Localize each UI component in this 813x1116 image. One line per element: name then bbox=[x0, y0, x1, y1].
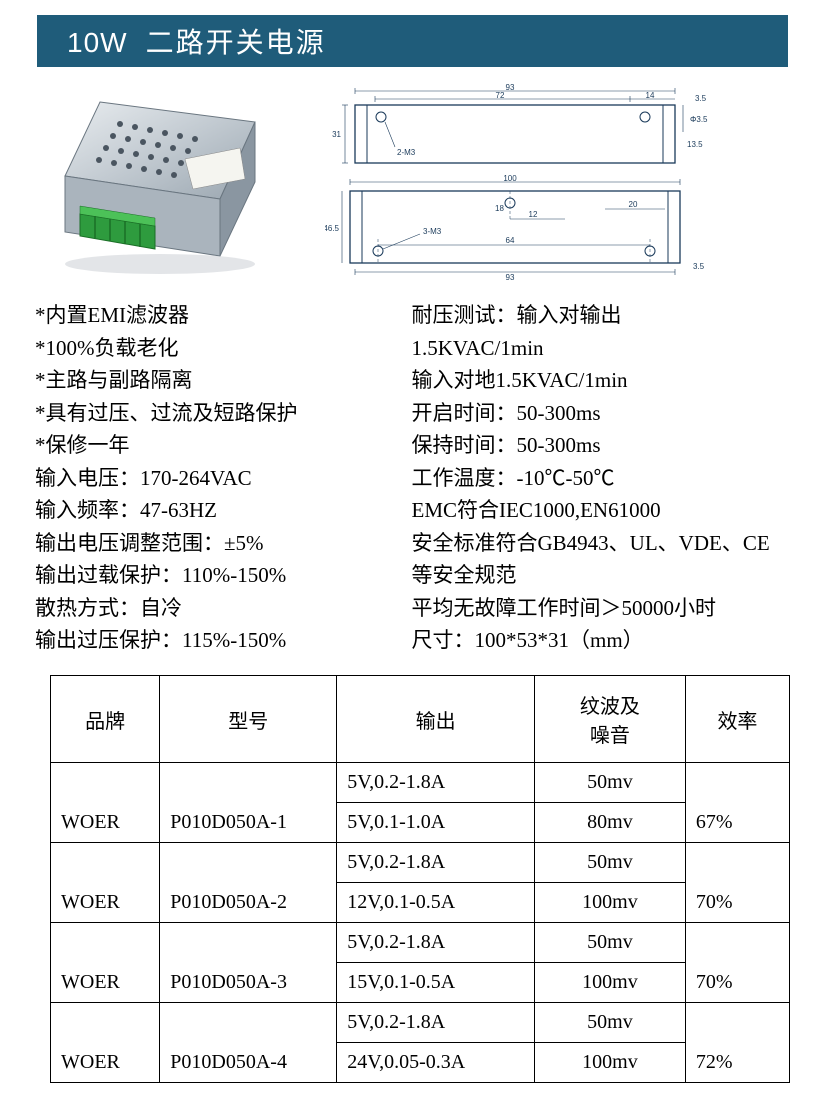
cell-model: P010D050A-3 bbox=[160, 923, 337, 1003]
cell-efficiency: 70% bbox=[685, 843, 789, 923]
dim-bot-outer-w2: 93 bbox=[506, 273, 515, 282]
table-col-header: 输出 bbox=[337, 676, 535, 763]
cell-output: 5V,0.2-1.8A bbox=[337, 1003, 535, 1043]
table-col-header: 效率 bbox=[685, 676, 789, 763]
cell-output: 5V,0.2-1.8A bbox=[337, 763, 535, 803]
specs-right-column: 耐压测试：输入对输出1.5KVAC/1min输入对地1.5KVAC/1min开启… bbox=[412, 299, 789, 657]
spec-line: 尺寸：100*53*31（mm） bbox=[412, 624, 789, 657]
spec-line: 输出电压调整范围：±5% bbox=[35, 527, 412, 560]
table-row: WOERP010D050A-25V,0.2-1.8A50mv70% bbox=[51, 843, 790, 883]
spec-line: 输入频率：47-63HZ bbox=[35, 494, 412, 527]
spec-line: *保修一年 bbox=[35, 429, 412, 462]
cell-ripple: 80mv bbox=[534, 803, 685, 843]
dim-top-right-gap: 14 bbox=[646, 91, 655, 100]
table-row: WOERP010D050A-45V,0.2-1.8A50mv72% bbox=[51, 1003, 790, 1043]
cell-ripple: 100mv bbox=[534, 883, 685, 923]
dim-bot-thick: 3.5 bbox=[693, 262, 705, 271]
spec-table: 品牌型号输出纹波及噪音效率 WOERP010D050A-15V,0.2-1.8A… bbox=[50, 675, 790, 1083]
spec-line: 工作温度：-10℃-50℃ bbox=[412, 462, 789, 495]
image-row: 93 72 14 3.5 2-M3 bbox=[35, 79, 778, 284]
table-col-header: 纹波及噪音 bbox=[534, 676, 685, 763]
cell-efficiency: 70% bbox=[685, 923, 789, 1003]
dim-bot-screw-span: 64 bbox=[506, 236, 515, 245]
dim-top-side: 13.5 bbox=[687, 140, 703, 149]
dim-bot-right-seg: 20 bbox=[629, 200, 638, 209]
cell-ripple: 50mv bbox=[534, 923, 685, 963]
spec-line: *100%负载老化 bbox=[35, 332, 412, 365]
spec-line: 安全标准符合GB4943、UL、VDE、CE bbox=[412, 527, 789, 560]
title-bar: 10W 二路开关电源 bbox=[37, 15, 788, 67]
dim-top-inner-w: 72 bbox=[496, 91, 505, 100]
specs-left-column: *内置EMI滤波器*100%负载老化*主路与副路隔离*具有过压、过流及短路保护*… bbox=[35, 299, 412, 657]
cell-efficiency: 67% bbox=[685, 763, 789, 843]
dim-top-thick: 3.5 bbox=[695, 94, 707, 103]
table-col-header: 型号 bbox=[160, 676, 337, 763]
cell-output: 12V,0.1-0.5A bbox=[337, 883, 535, 923]
spec-line: 输出过压保护：115%-150% bbox=[35, 624, 412, 657]
cell-ripple: 100mv bbox=[534, 1043, 685, 1083]
cell-model: P010D050A-1 bbox=[160, 763, 337, 843]
spec-line: 耐压测试：输入对输出 bbox=[412, 299, 789, 332]
cell-brand: WOER bbox=[51, 1003, 160, 1083]
spec-line: 等安全规范 bbox=[412, 559, 789, 592]
dim-bot-inner: 12 bbox=[529, 210, 538, 219]
spec-line: 输出过载保护：110%-150% bbox=[35, 559, 412, 592]
dim-top-hole-label: 2-M3 bbox=[397, 148, 416, 157]
spec-line: 平均无故障工作时间＞50000小时 bbox=[412, 592, 789, 625]
dim-top-height: 31 bbox=[332, 130, 341, 139]
dim-bot-height: 46.5 bbox=[325, 224, 340, 233]
cell-output: 5V,0.2-1.8A bbox=[337, 843, 535, 883]
table-col-header: 品牌 bbox=[51, 676, 160, 763]
spec-line: *内置EMI滤波器 bbox=[35, 299, 412, 332]
dim-bot-hole-label: 3-M3 bbox=[423, 227, 442, 236]
cell-output: 5V,0.2-1.8A bbox=[337, 923, 535, 963]
cell-output: 15V,0.1-0.5A bbox=[337, 963, 535, 1003]
specs-row: *内置EMI滤波器*100%负载老化*主路与副路隔离*具有过压、过流及短路保护*… bbox=[35, 299, 788, 657]
spec-line: 开启时间：50-300ms bbox=[412, 397, 789, 430]
spec-line: *主路与副路隔离 bbox=[35, 364, 412, 397]
cell-efficiency: 72% bbox=[685, 1003, 789, 1083]
cell-brand: WOER bbox=[51, 763, 160, 843]
spec-line: *具有过压、过流及短路保护 bbox=[35, 397, 412, 430]
dim-bot-mid: 18 bbox=[495, 204, 504, 213]
spec-line: 保持时间：50-300ms bbox=[412, 429, 789, 462]
cell-output: 24V,0.05-0.3A bbox=[337, 1043, 535, 1083]
table-row: WOERP010D050A-35V,0.2-1.8A50mv70% bbox=[51, 923, 790, 963]
table-header-row: 品牌型号输出纹波及噪音效率 bbox=[51, 676, 790, 763]
cell-ripple: 50mv bbox=[534, 843, 685, 883]
dim-top-hole-dia: Φ3.5 bbox=[690, 115, 708, 124]
cell-ripple: 100mv bbox=[534, 963, 685, 1003]
cell-ripple: 50mv bbox=[534, 1003, 685, 1043]
cell-model: P010D050A-4 bbox=[160, 1003, 337, 1083]
technical-drawing: 93 72 14 3.5 2-M3 bbox=[325, 79, 778, 284]
cell-brand: WOER bbox=[51, 843, 160, 923]
spec-line: EMC符合IEC1000,EN61000 bbox=[412, 494, 789, 527]
spec-line: 1.5KVAC/1min bbox=[412, 332, 789, 365]
spec-line: 输入对地1.5KVAC/1min bbox=[412, 364, 789, 397]
product-photo bbox=[35, 79, 305, 284]
dim-bot-outer-w: 100 bbox=[503, 174, 517, 183]
dim-top-outer-w: 93 bbox=[506, 83, 515, 92]
cell-output: 5V,0.1-1.0A bbox=[337, 803, 535, 843]
cell-ripple: 50mv bbox=[534, 763, 685, 803]
table-row: WOERP010D050A-15V,0.2-1.8A50mv67% bbox=[51, 763, 790, 803]
spec-line: 输入电压：170-264VAC bbox=[35, 462, 412, 495]
cell-brand: WOER bbox=[51, 923, 160, 1003]
title-wattage: 10W bbox=[67, 27, 128, 58]
cell-model: P010D050A-2 bbox=[160, 843, 337, 923]
spec-line: 散热方式：自冷 bbox=[35, 592, 412, 625]
title-desc: 二路开关电源 bbox=[146, 28, 326, 59]
